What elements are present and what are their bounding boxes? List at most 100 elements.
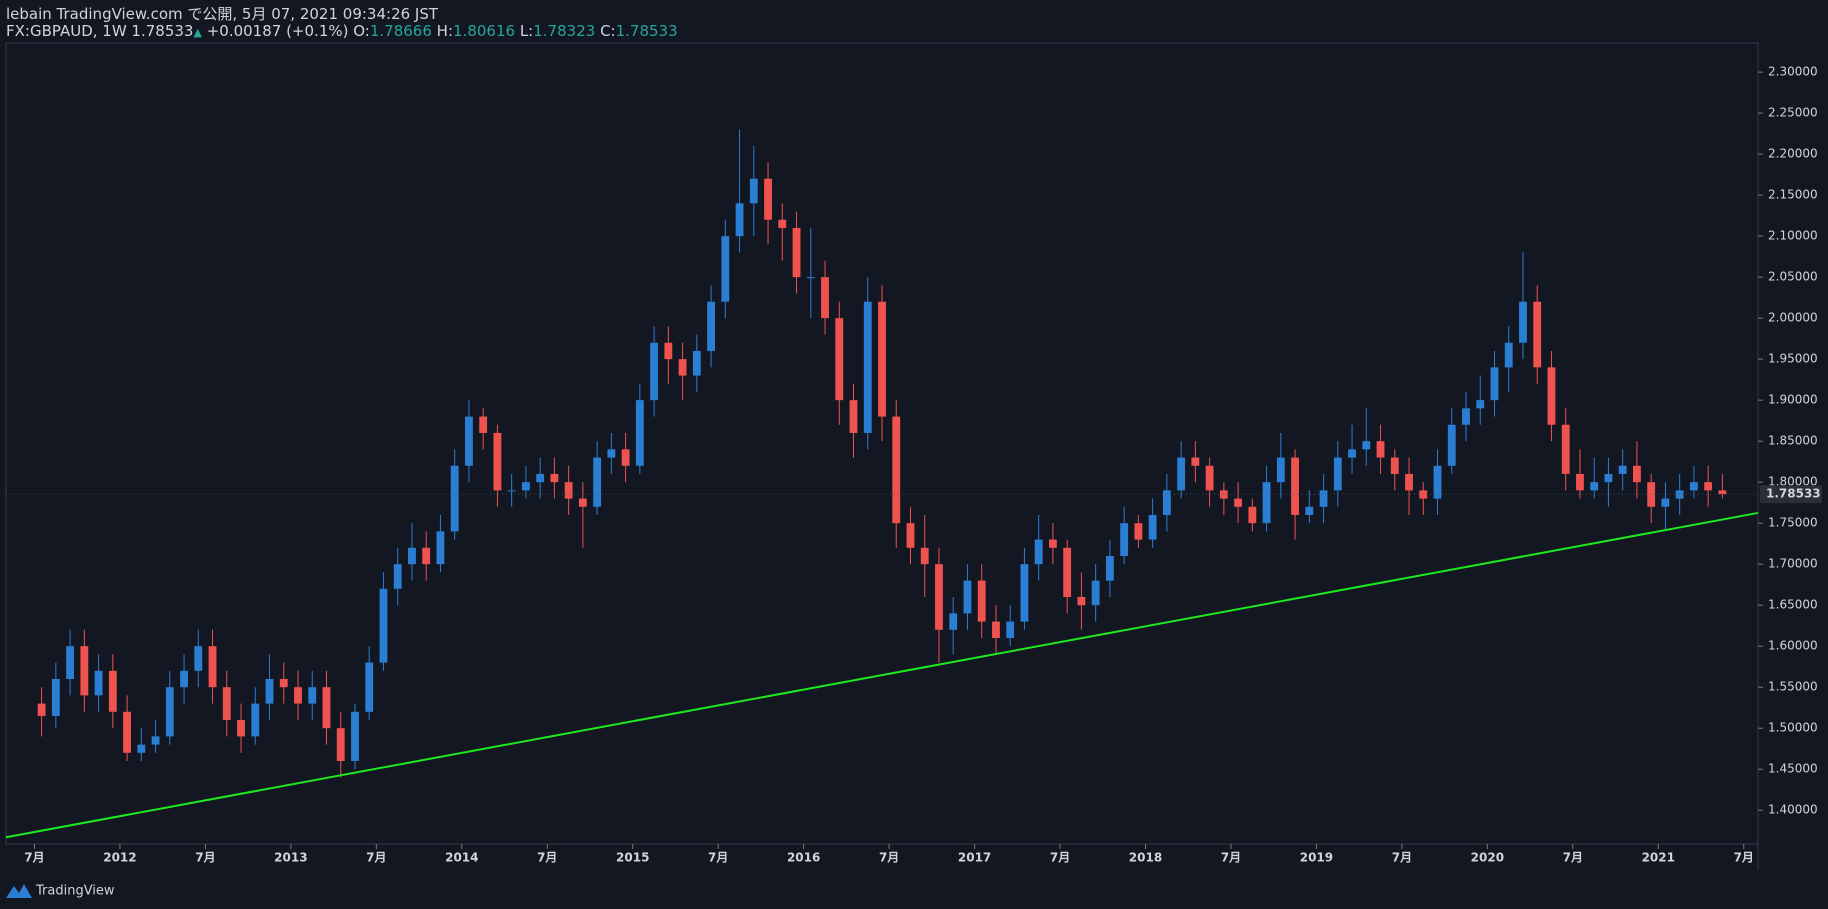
candle-body	[678, 359, 687, 376]
y-tick-label: 2.25000	[1768, 106, 1818, 120]
o-value: 1.78666	[369, 22, 432, 40]
x-tick-label: 7月	[24, 851, 44, 865]
candle-body	[1376, 441, 1385, 458]
candle-body	[1319, 490, 1328, 507]
candle-body	[1433, 465, 1442, 499]
c-label: C:	[600, 22, 616, 40]
candle-body	[564, 482, 573, 499]
candle-body	[835, 318, 844, 401]
candle-body	[664, 342, 673, 360]
candle-body	[1077, 596, 1086, 606]
candle-body	[1034, 539, 1043, 565]
candle-body	[1120, 523, 1129, 556]
x-tick-label: 2014	[445, 851, 478, 865]
candle-body	[1020, 564, 1029, 622]
y-tick-label: 2.30000	[1768, 65, 1818, 79]
candle-body	[1162, 490, 1171, 515]
candle-body	[578, 498, 587, 507]
candle-body	[151, 736, 160, 745]
candle-body	[51, 678, 60, 716]
candle-body	[507, 490, 516, 492]
candle-body	[963, 580, 972, 614]
candle-body	[493, 432, 502, 491]
candle-body	[892, 416, 901, 524]
o-label: O:	[353, 22, 370, 40]
h-value: 1.80616	[453, 22, 516, 40]
candle-body	[279, 678, 288, 688]
candle-body	[1633, 465, 1641, 483]
y-tick-label: 2.20000	[1768, 147, 1818, 161]
candle-body	[1234, 498, 1243, 507]
y-tick-label: 1.75000	[1768, 516, 1818, 530]
candle-body	[920, 547, 929, 565]
candle-body	[1177, 457, 1186, 491]
h-label: H:	[436, 22, 454, 40]
x-tick-label: 7月	[366, 851, 386, 865]
x-tick-label: 2019	[1300, 851, 1333, 865]
candle-body	[607, 449, 616, 458]
candle-body	[1205, 465, 1214, 491]
x-tick-label: 2013	[274, 851, 307, 865]
x-tick-label: 2012	[103, 851, 136, 865]
candle-body	[635, 400, 644, 466]
candle-body	[536, 473, 545, 483]
candle-body	[37, 703, 46, 716]
symbol: FX:GBPAUD, 1W 1.78533	[6, 22, 194, 40]
candle-body	[393, 564, 402, 589]
l-label: L:	[519, 22, 534, 40]
y-tick-label: 2.00000	[1768, 311, 1818, 325]
publish-line: lebain TradingView.com で公開, 5月 07, 2021 …	[6, 5, 439, 23]
candle-body	[436, 531, 445, 565]
y-tick-label: 2.15000	[1768, 188, 1818, 202]
candle-body	[849, 400, 858, 433]
y-tick-label: 1.50000	[1768, 721, 1818, 735]
candle-body	[1248, 506, 1257, 524]
y-tick-label: 1.70000	[1768, 557, 1818, 571]
candle-body	[1647, 482, 1656, 507]
y-tick-label: 1.45000	[1768, 762, 1818, 776]
x-tick-label: 2015	[616, 851, 649, 865]
candle-body	[379, 588, 388, 663]
candle-body	[180, 670, 188, 688]
y-tick-label: 1.40000	[1768, 803, 1818, 817]
candle-body	[1718, 490, 1727, 495]
plot-frame	[5, 42, 1759, 845]
candle-body	[878, 301, 886, 417]
candle-body	[1191, 457, 1200, 466]
candle-body	[1333, 457, 1342, 491]
candle-body	[863, 301, 872, 433]
change: +0.00187 (+0.1%)	[206, 22, 349, 40]
price-tag	[1760, 485, 1822, 504]
candle-body	[1476, 400, 1485, 409]
candle-body	[721, 236, 730, 302]
candle-body	[1049, 539, 1057, 548]
candle-body	[1576, 473, 1584, 491]
x-tick-label: 2021	[1642, 851, 1675, 865]
candle-body	[465, 416, 473, 466]
candle-body	[1661, 498, 1670, 507]
candle-body	[1219, 490, 1228, 499]
y-tick-label: 2.05000	[1768, 270, 1818, 284]
candle-body	[308, 687, 317, 704]
candle-body	[806, 277, 815, 279]
candle-body	[165, 687, 174, 737]
candle-body	[650, 342, 659, 401]
l-value: 1.78323	[533, 22, 596, 40]
candle-body	[992, 621, 1000, 638]
candle-body	[1533, 301, 1542, 368]
candle-body	[351, 711, 359, 762]
candle-body	[1447, 424, 1456, 466]
y-tick-label: 1.95000	[1768, 352, 1818, 366]
candle-body	[593, 457, 602, 507]
candle-body	[80, 646, 89, 696]
candle-body	[265, 678, 274, 704]
candle-body	[294, 687, 302, 704]
candle-body	[336, 728, 345, 762]
candle-body	[707, 301, 715, 351]
candle-body	[1105, 555, 1114, 581]
trendline	[5, 511, 1759, 839]
y-tick-label: 1.90000	[1768, 393, 1818, 407]
candle-body	[408, 547, 416, 565]
candle-body	[749, 178, 758, 204]
